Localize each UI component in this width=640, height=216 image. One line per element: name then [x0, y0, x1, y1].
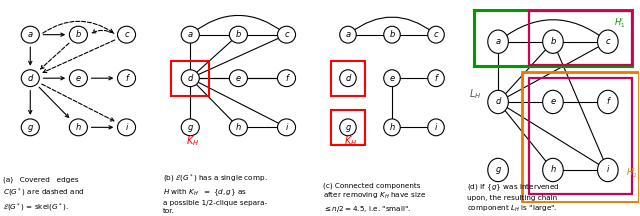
- Circle shape: [278, 26, 296, 43]
- Text: i: i: [607, 165, 609, 175]
- Text: g: g: [495, 165, 500, 175]
- Text: a: a: [495, 37, 500, 46]
- Text: c: c: [284, 30, 289, 39]
- Circle shape: [428, 26, 444, 43]
- Text: i: i: [435, 123, 437, 132]
- Text: $K_H$: $K_H$: [186, 135, 199, 148]
- Text: g: g: [188, 123, 193, 132]
- Text: e: e: [550, 97, 556, 106]
- Text: c: c: [434, 30, 438, 39]
- Text: b: b: [389, 30, 395, 39]
- Circle shape: [488, 30, 508, 53]
- Text: c: c: [124, 30, 129, 39]
- Text: (c) Connected components
after removing $K_H$ have size
$\leq n/2 = 4.5$, i.e. ": (c) Connected components after removing …: [323, 182, 426, 214]
- Circle shape: [488, 90, 508, 114]
- Text: $H_2'$: $H_2'$: [625, 166, 637, 180]
- Circle shape: [598, 90, 618, 114]
- Text: g: g: [346, 123, 351, 132]
- Circle shape: [278, 70, 296, 87]
- Text: h: h: [389, 123, 395, 132]
- Circle shape: [543, 30, 563, 53]
- Text: a: a: [28, 30, 33, 39]
- Text: $K_H$: $K_H$: [344, 135, 357, 148]
- Text: h: h: [236, 123, 241, 132]
- Circle shape: [488, 158, 508, 182]
- Text: a: a: [346, 30, 351, 39]
- Circle shape: [69, 26, 88, 43]
- Circle shape: [21, 70, 39, 87]
- Text: (d) If $\{g\}$ was intervened
upon, the resulting chain
component $L_H$ is "larg: (d) If $\{g\}$ was intervened upon, the …: [467, 183, 560, 214]
- Circle shape: [384, 26, 400, 43]
- Text: h: h: [76, 123, 81, 132]
- Text: d: d: [28, 74, 33, 83]
- Text: b: b: [550, 37, 556, 46]
- Text: b: b: [76, 30, 81, 39]
- Text: g: g: [28, 123, 33, 132]
- Circle shape: [428, 119, 444, 136]
- Circle shape: [384, 70, 400, 87]
- Text: d: d: [495, 97, 500, 106]
- Circle shape: [21, 119, 39, 136]
- Circle shape: [118, 26, 136, 43]
- Text: e: e: [236, 74, 241, 83]
- Circle shape: [181, 119, 199, 136]
- Circle shape: [229, 70, 248, 87]
- Text: d: d: [188, 74, 193, 83]
- Text: e: e: [389, 74, 395, 83]
- Text: f: f: [606, 97, 609, 106]
- Circle shape: [543, 158, 563, 182]
- Circle shape: [229, 119, 248, 136]
- Circle shape: [340, 70, 356, 87]
- Circle shape: [278, 119, 296, 136]
- Circle shape: [69, 119, 88, 136]
- Circle shape: [118, 119, 136, 136]
- Circle shape: [428, 70, 444, 87]
- Text: f: f: [285, 74, 288, 83]
- Circle shape: [340, 119, 356, 136]
- Text: (b) $\mathcal{E}(G^*)$ has a single comp.
$H$ with $K_H$  $=$ $\{d,g\}$ as
a pos: (b) $\mathcal{E}(G^*)$ has a single comp…: [163, 173, 268, 214]
- Circle shape: [598, 30, 618, 53]
- Circle shape: [181, 70, 199, 87]
- Circle shape: [181, 26, 199, 43]
- Circle shape: [21, 26, 39, 43]
- Text: c: c: [605, 37, 610, 46]
- Text: i: i: [125, 123, 128, 132]
- Circle shape: [340, 26, 356, 43]
- Text: $L_H$: $L_H$: [469, 87, 481, 101]
- Text: a: a: [188, 30, 193, 39]
- Text: i: i: [285, 123, 288, 132]
- Text: f: f: [125, 74, 128, 83]
- Circle shape: [118, 70, 136, 87]
- Text: h: h: [550, 165, 556, 175]
- Text: b: b: [236, 30, 241, 39]
- Circle shape: [543, 90, 563, 114]
- Circle shape: [69, 70, 88, 87]
- Text: e: e: [76, 74, 81, 83]
- Text: d: d: [346, 74, 351, 83]
- Text: f: f: [435, 74, 438, 83]
- Circle shape: [384, 119, 400, 136]
- Circle shape: [598, 158, 618, 182]
- Circle shape: [229, 26, 248, 43]
- Text: (a)   Covered   edges
$C(G^*)$ are dashed and
$\mathcal{E}(G^*)$ = skel$(G^*)$.: (a) Covered edges $C(G^*)$ are dashed an…: [3, 177, 85, 214]
- Text: $H_1'$: $H_1'$: [614, 16, 625, 30]
